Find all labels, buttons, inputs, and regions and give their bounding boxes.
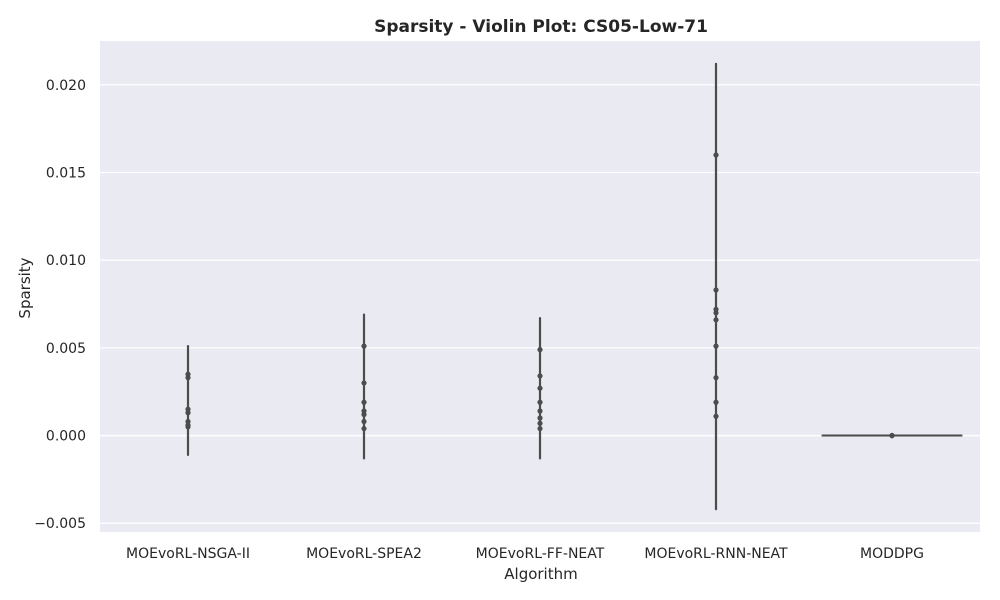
x-tick-label: MOEvoRL-FF-NEAT (476, 546, 605, 562)
data-point (537, 420, 543, 426)
data-point (889, 432, 895, 439)
data-point (185, 410, 191, 416)
data-point (537, 373, 543, 379)
violin-moevorl-rnn-neat (713, 62, 719, 511)
data-point (713, 152, 719, 158)
x-tick-label: MOEvoRL-NSGA-II (126, 546, 250, 562)
y-tick-label: 0.020 (46, 78, 86, 94)
x-tick-labels: MOEvoRL-NSGA-II MOEvoRL-SPEA2 MOEvoRL-FF-N… (126, 546, 924, 562)
x-axis-label: Algorithm (504, 565, 577, 583)
y-axis-label: Sparsity (16, 257, 34, 318)
data-point (361, 380, 367, 386)
data-point (537, 399, 543, 405)
data-point (537, 425, 543, 432)
chart-title: Sparsity - Violin Plot: CS05-Low-71 (374, 17, 708, 37)
data-point (185, 424, 191, 430)
y-tick-labels: −0.005 0.000 0.005 0.010 0.015 0.020 (34, 78, 86, 532)
data-point (537, 385, 543, 391)
y-tick-label: 0.000 (46, 429, 86, 445)
x-tick-label: MOEvoRL-SPEA2 (306, 546, 422, 562)
data-point (537, 347, 543, 353)
violins (185, 62, 963, 511)
data-point (713, 375, 719, 381)
x-tick-label: MOEvoRL-RNN-NEAT (644, 546, 788, 562)
data-point (713, 343, 719, 349)
y-tick-label: −0.005 (34, 516, 86, 532)
y-tick-label: 0.005 (46, 341, 86, 357)
data-point (361, 425, 367, 432)
x-tick-label: MODDPG (860, 546, 924, 562)
data-point (713, 413, 719, 419)
violin-moevorl-ff-neat (537, 316, 543, 460)
data-point (537, 408, 543, 414)
data-point (185, 375, 191, 381)
data-point (713, 399, 719, 405)
violin-moddpg (821, 432, 963, 439)
data-point (713, 310, 719, 316)
y-tick-label: 0.010 (46, 253, 86, 269)
violin-moevorl-spea2 (361, 313, 367, 460)
data-point (361, 399, 367, 405)
data-point (361, 411, 367, 418)
data-point (361, 418, 367, 425)
data-point (713, 317, 719, 323)
violin-moevorl-nsga-ii (185, 345, 191, 456)
data-point (713, 287, 719, 293)
y-tick-label: 0.015 (46, 166, 86, 182)
data-point (537, 415, 543, 421)
data-point (361, 343, 367, 349)
